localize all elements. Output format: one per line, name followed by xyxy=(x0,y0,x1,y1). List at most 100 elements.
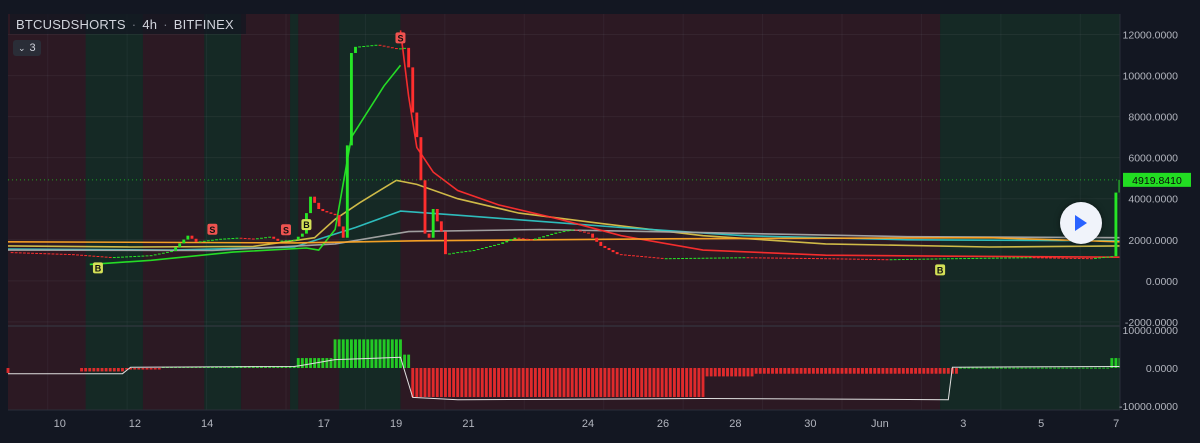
candle xyxy=(1061,257,1065,259)
histogram-bar xyxy=(783,368,787,374)
histogram-bar xyxy=(828,368,832,374)
histogram-bar xyxy=(325,358,329,368)
candle xyxy=(1073,257,1077,259)
histogram-bar xyxy=(362,339,366,368)
candle xyxy=(1098,257,1101,259)
candle xyxy=(129,256,133,258)
moving-average-line xyxy=(7,228,1121,252)
histogram-bar xyxy=(309,358,312,368)
histogram-bar xyxy=(697,368,701,398)
candle xyxy=(595,237,599,242)
histogram-bar xyxy=(219,366,223,368)
candle xyxy=(938,258,942,260)
candle xyxy=(407,47,411,68)
time-tick-label: 17 xyxy=(318,418,330,430)
candle xyxy=(697,257,701,259)
histogram-bar xyxy=(1016,367,1020,369)
candle xyxy=(411,67,415,113)
signal-marker: S xyxy=(281,224,291,236)
replay-play-button[interactable] xyxy=(1060,202,1102,244)
histogram-bar xyxy=(349,339,353,368)
candle xyxy=(844,258,848,260)
histogram-bar xyxy=(1106,367,1110,369)
signal-badge xyxy=(281,224,291,236)
candle xyxy=(701,257,705,259)
histogram-bar xyxy=(411,368,415,398)
histogram-bar xyxy=(550,368,554,398)
histogram-bar xyxy=(223,366,227,368)
candle xyxy=(889,259,893,261)
histogram-bar xyxy=(677,368,680,398)
histogram-bar xyxy=(583,368,586,398)
price-tick-label: 0.0000 xyxy=(1146,276,1178,288)
candle xyxy=(439,221,443,232)
histogram-bar xyxy=(198,366,202,368)
histogram-bar xyxy=(329,358,333,368)
histogram-bar xyxy=(1102,367,1106,369)
candle xyxy=(190,235,194,239)
histogram-bar xyxy=(1020,367,1024,369)
candle xyxy=(717,257,721,259)
candle xyxy=(349,53,353,146)
candle xyxy=(1040,257,1044,259)
candle xyxy=(71,254,75,256)
histogram-bar xyxy=(1057,367,1061,369)
candle xyxy=(1106,256,1110,258)
candle xyxy=(583,231,586,233)
histogram-bar xyxy=(738,368,742,377)
candle xyxy=(668,258,672,260)
candle xyxy=(607,248,611,251)
histogram-bar xyxy=(918,368,922,374)
candle xyxy=(1016,257,1020,259)
candle xyxy=(456,252,460,254)
histogram-bar xyxy=(873,368,877,374)
signal-label: S xyxy=(283,225,289,235)
histogram-bar xyxy=(979,367,983,369)
histogram-bar xyxy=(856,368,860,374)
symbol-legend[interactable]: BTCUSDSHORTS · 4h · BITFINEX xyxy=(10,14,246,34)
background-band xyxy=(8,14,86,410)
histogram-bar xyxy=(452,368,456,398)
histogram-bar xyxy=(1024,367,1028,369)
indicator-toggle-button[interactable]: ⌄ 3 xyxy=(13,40,41,56)
candle xyxy=(276,238,280,241)
candle xyxy=(80,254,84,256)
candle xyxy=(264,237,267,239)
signal-label: S xyxy=(209,225,215,235)
candle xyxy=(153,254,157,256)
candle xyxy=(811,258,815,260)
candle xyxy=(280,240,284,242)
histogram-bar xyxy=(799,368,803,374)
histogram-bar xyxy=(693,368,697,398)
candle xyxy=(1110,256,1114,258)
histogram-bar xyxy=(554,368,558,398)
histogram-tick-label: 0.0000 xyxy=(1146,363,1178,375)
candle xyxy=(448,253,451,255)
candle xyxy=(861,258,864,260)
price-tick-label: 8000.0000 xyxy=(1128,112,1178,124)
candle xyxy=(656,257,660,259)
candle xyxy=(705,257,709,259)
price-axis xyxy=(1120,0,1200,443)
histogram-bar xyxy=(1069,367,1073,369)
candle xyxy=(783,257,787,259)
candle xyxy=(591,233,595,238)
candle xyxy=(795,257,799,259)
candle xyxy=(272,236,276,239)
candle xyxy=(260,237,263,239)
histogram-bar xyxy=(660,368,664,398)
histogram-bar xyxy=(1008,367,1012,369)
histogram-bar xyxy=(640,368,644,398)
candle xyxy=(611,250,615,253)
histogram-bar xyxy=(934,368,938,374)
histogram-bar xyxy=(717,368,721,377)
candle xyxy=(873,259,877,261)
histogram-bar xyxy=(354,339,357,368)
candle xyxy=(292,239,296,241)
candle xyxy=(1094,257,1097,259)
histogram-bar xyxy=(1036,367,1040,369)
histogram-bar xyxy=(464,368,468,398)
candle xyxy=(501,242,505,244)
candle xyxy=(1089,258,1093,260)
